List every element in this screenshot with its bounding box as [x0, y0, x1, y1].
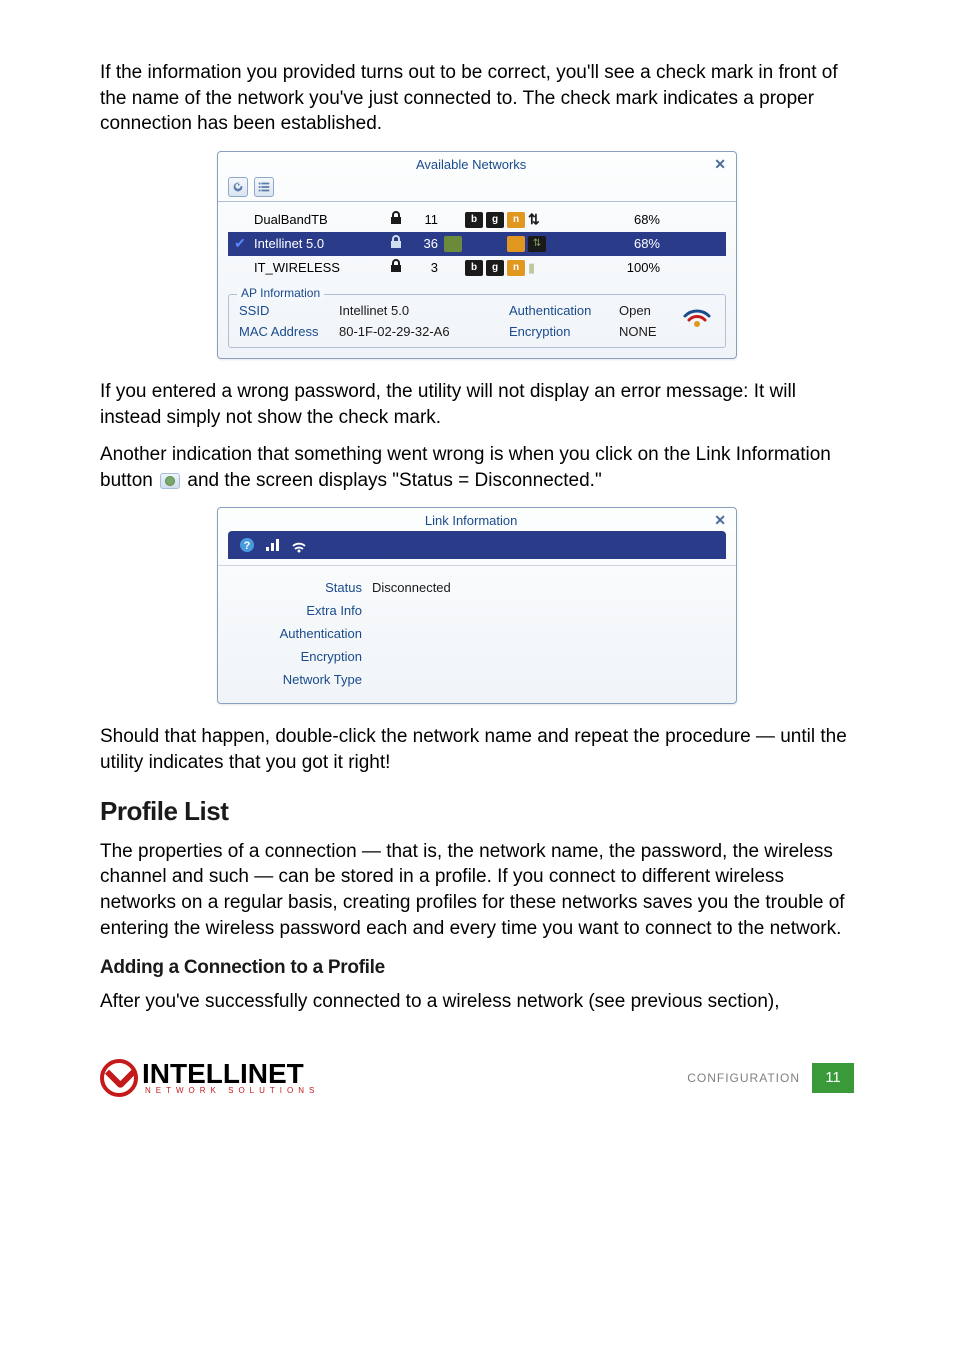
- ap-info-legend: AP Information: [237, 286, 324, 300]
- network-row[interactable]: IT_WIRELESS 3 b g n ▮ 100%: [228, 256, 726, 280]
- mode-badges: b g n ⇅: [444, 211, 554, 228]
- close-icon[interactable]: ✕: [714, 512, 726, 529]
- paragraph-1: If the information you provided turns ou…: [100, 60, 854, 137]
- page-footer: INTELLINET NETWORK SOLUTIONS CONFIGURATI…: [100, 1059, 854, 1097]
- mode-badges: b g n ▮: [444, 260, 554, 276]
- paragraph-4: Should that happen, double-click the net…: [100, 724, 854, 775]
- signal-arrows-icon: ⇅: [528, 211, 540, 228]
- networks-list: DualBandTB 11 b g n ⇅ 68% ✔ Intellinet 5…: [218, 201, 736, 288]
- mode-badges: ⇅: [444, 236, 554, 252]
- signal-tab-icon[interactable]: [262, 534, 284, 556]
- channel: 36: [410, 236, 444, 251]
- mode-b-icon: b: [465, 260, 483, 276]
- channel: 3: [410, 260, 444, 275]
- network-type-label: Network Type: [232, 672, 372, 687]
- footer-section-label: CONFIGURATION: [687, 1071, 800, 1085]
- paragraph-2: If you entered a wrong password, the uti…: [100, 379, 854, 430]
- mac-label: MAC Address: [239, 324, 339, 339]
- network-row-selected[interactable]: ✔ Intellinet 5.0 36 ⇅ 68%: [228, 232, 726, 256]
- link-row-nettype: Network Type: [232, 668, 722, 691]
- auth-value: Open: [619, 303, 679, 318]
- lock-icon: [382, 210, 410, 229]
- link-row-auth: Authentication: [232, 622, 722, 645]
- paragraph-3b: and the screen displays "Status = Discon…: [182, 470, 602, 491]
- mode-g-icon: g: [486, 212, 504, 228]
- encryption-label: Encryption: [232, 649, 372, 664]
- channel: 11: [410, 212, 444, 227]
- panel-header: Available Networks ✕: [218, 152, 736, 175]
- paragraph-5: The properties of a connection — that is…: [100, 839, 854, 942]
- svg-text:?: ?: [244, 540, 251, 552]
- activity-icon: [444, 236, 462, 252]
- ssid-value: Intellinet 5.0: [339, 303, 509, 318]
- panel2-header: Link Information ✕: [218, 508, 736, 529]
- signal-percent: 68%: [610, 236, 660, 251]
- ap-information-group: AP Information SSID Intellinet 5.0 Authe…: [228, 294, 726, 348]
- encryption-value: NONE: [619, 324, 679, 339]
- mode-g-icon: g: [486, 260, 504, 276]
- panel-title: Available Networks: [228, 157, 714, 172]
- paragraph-3: Another indication that something went w…: [100, 442, 854, 493]
- mode-n-icon: n: [507, 212, 525, 228]
- close-icon[interactable]: ✕: [714, 156, 726, 173]
- network-name: DualBandTB: [252, 212, 382, 227]
- link-row-enc: Encryption: [232, 645, 722, 668]
- extra-info-label: Extra Info: [232, 603, 372, 618]
- footer-right: CONFIGURATION 11: [687, 1063, 854, 1093]
- adding-connection-heading: Adding a Connection to a Profile: [100, 957, 854, 979]
- ssid-label: SSID: [239, 303, 339, 318]
- link-info-body: Status Disconnected Extra Info Authentic…: [218, 565, 736, 703]
- mac-value: 80-1F-02-29-32-A6: [339, 324, 509, 339]
- info-tab-icon[interactable]: ?: [236, 534, 258, 556]
- page-number-badge: 11: [812, 1063, 854, 1093]
- status-value: Disconnected: [372, 580, 451, 595]
- auth-label: Authentication: [509, 303, 619, 318]
- auth-label: Authentication: [232, 626, 372, 641]
- lock-icon: [382, 258, 410, 277]
- brand-logo: INTELLINET NETWORK SOLUTIONS: [100, 1059, 319, 1097]
- mode-b-icon: b: [465, 212, 483, 228]
- list-icon[interactable]: [254, 177, 274, 197]
- panel2-title: Link Information: [228, 513, 714, 528]
- status-label: Status: [232, 580, 372, 595]
- signal-percent: 100%: [610, 260, 660, 275]
- lock-icon: [382, 234, 410, 253]
- link-information-panel: Link Information ✕ ? Status Disconnected…: [217, 507, 737, 704]
- mode-n-icon: n: [507, 260, 525, 276]
- paragraph-6: After you've successfully connected to a…: [100, 989, 854, 1015]
- mode-n-icon: [507, 236, 525, 252]
- network-row[interactable]: DualBandTB 11 b g n ⇅ 68%: [228, 208, 726, 232]
- encryption-label: Encryption: [509, 324, 619, 339]
- wifi-signal-icon: [679, 304, 715, 337]
- available-networks-panel: Available Networks ✕ DualBandTB 11 b g n…: [217, 151, 737, 359]
- link-info-button-icon: [160, 473, 180, 489]
- profile-list-heading: Profile List: [100, 796, 854, 827]
- brand-name: INTELLINET: [142, 1061, 319, 1086]
- link-row-extra: Extra Info: [232, 599, 722, 622]
- wifi-tab-icon[interactable]: [288, 534, 310, 556]
- signal-bars-icon: ▮: [528, 260, 535, 276]
- network-name: IT_WIRELESS: [252, 260, 382, 275]
- network-name: Intellinet 5.0: [252, 236, 382, 251]
- logo-checkmark-icon: [100, 1059, 138, 1097]
- signal-arrows-icon: ⇅: [528, 236, 546, 252]
- brand-tagline: NETWORK SOLUTIONS: [142, 1086, 319, 1095]
- signal-percent: 68%: [610, 212, 660, 227]
- link-row-status: Status Disconnected: [232, 576, 722, 599]
- connected-check-icon: ✔: [228, 235, 252, 252]
- link-info-tabs: ?: [228, 531, 726, 559]
